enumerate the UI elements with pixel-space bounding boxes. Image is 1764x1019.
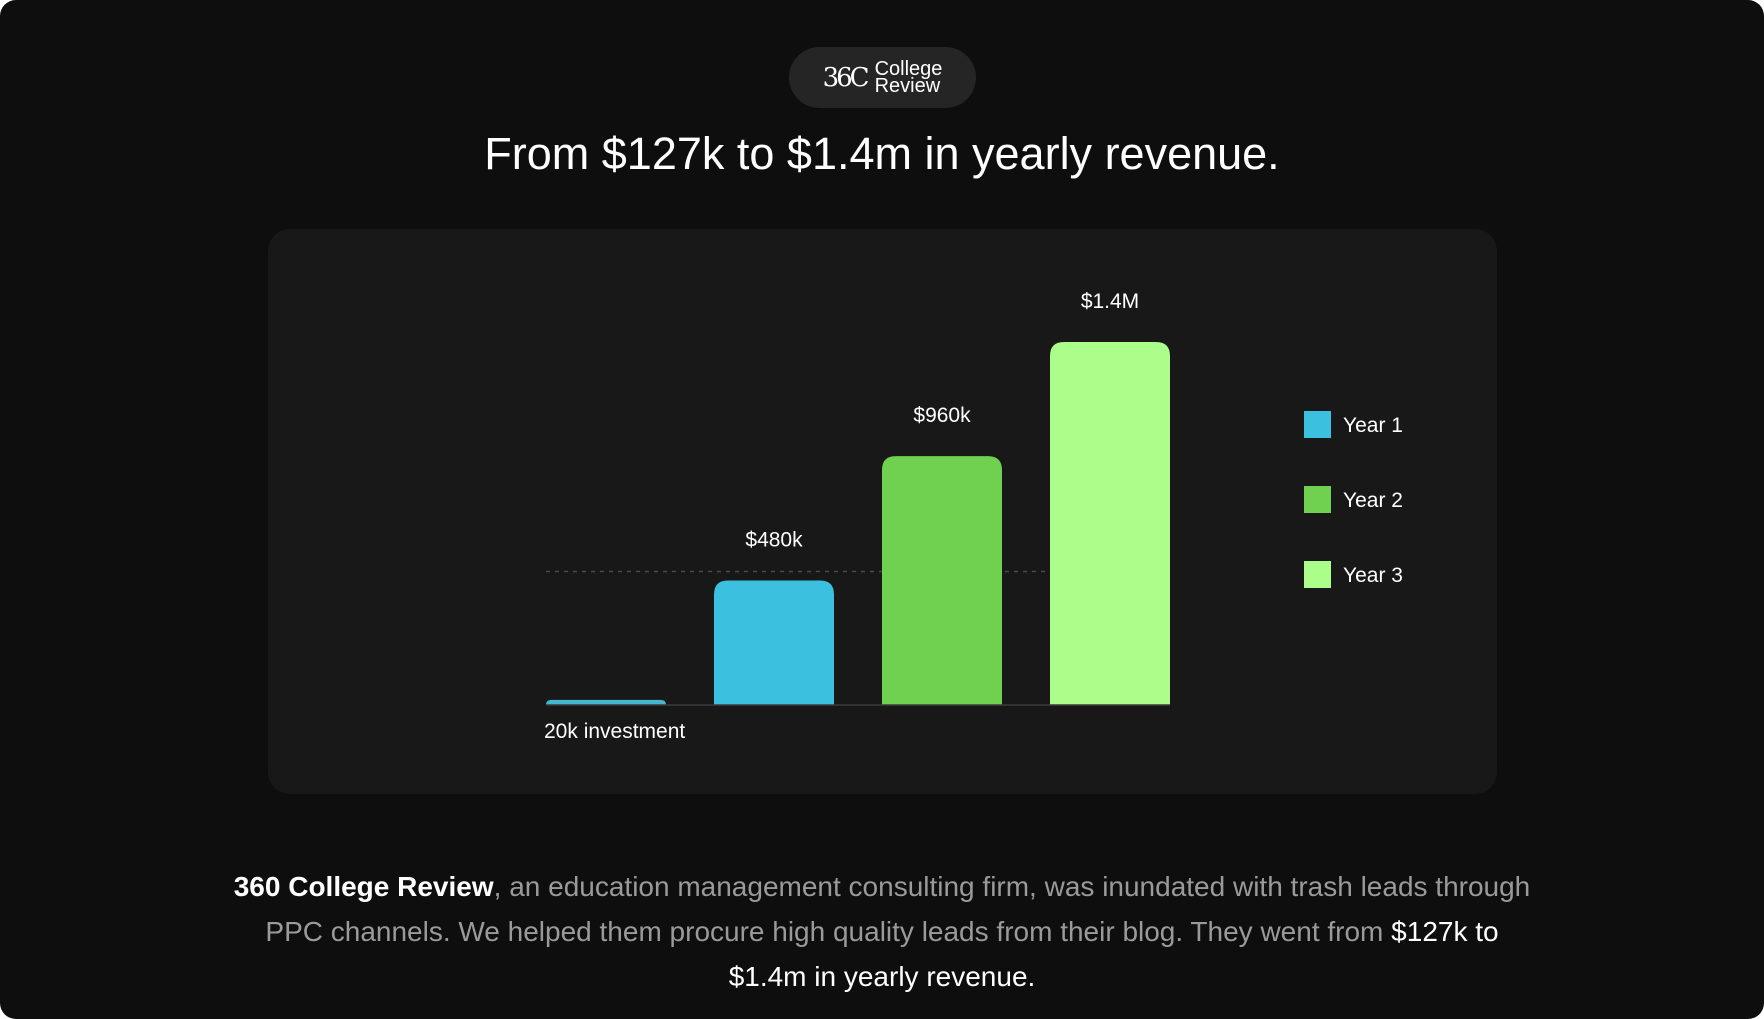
- bar-3: [882, 456, 1002, 705]
- bar-value-label-4: $1.4M: [1081, 290, 1139, 313]
- brand-logo-badge: 36C College Review: [789, 47, 976, 108]
- legend-swatch-2: [1304, 486, 1331, 513]
- investment-caption: 20k investment: [544, 720, 685, 743]
- legend-label-2: Year 2: [1343, 489, 1403, 512]
- logo-icon: 36C: [822, 62, 870, 93]
- logo-wordmark: College Review: [874, 57, 943, 97]
- company-name: 360 College Review: [233, 871, 494, 902]
- revenue-bar-chart: $480k $960k $1.4M 20k investment Year 1 Year …: [544, 290, 1403, 743]
- page-headline: From $127k to $1.4m in yearly revenue.: [484, 128, 1280, 179]
- bar-4: [1050, 342, 1170, 705]
- bar-2: [714, 580, 834, 705]
- description-body: , an education management consulting fir…: [265, 871, 1531, 947]
- legend-swatch-1: [1304, 411, 1331, 438]
- logo-line-1: College: [874, 57, 943, 80]
- legend-swatch-3: [1304, 561, 1331, 588]
- chart-card: $480k $960k $1.4M 20k investment Year 1 Year …: [268, 229, 1497, 794]
- logo-line-2: Review: [874, 74, 941, 97]
- bar-1: [546, 699, 666, 705]
- description-highlight: $127k to $1.4m in yearly revenue.: [728, 916, 1499, 992]
- legend-label-3: Year 3: [1343, 564, 1403, 587]
- bar-value-label-2: $480k: [745, 529, 803, 552]
- case-study-description: 360 College Review, an education managem…: [230, 864, 1534, 999]
- bar-value-label-3: $960k: [913, 404, 971, 427]
- legend-label-1: Year 1: [1343, 414, 1403, 437]
